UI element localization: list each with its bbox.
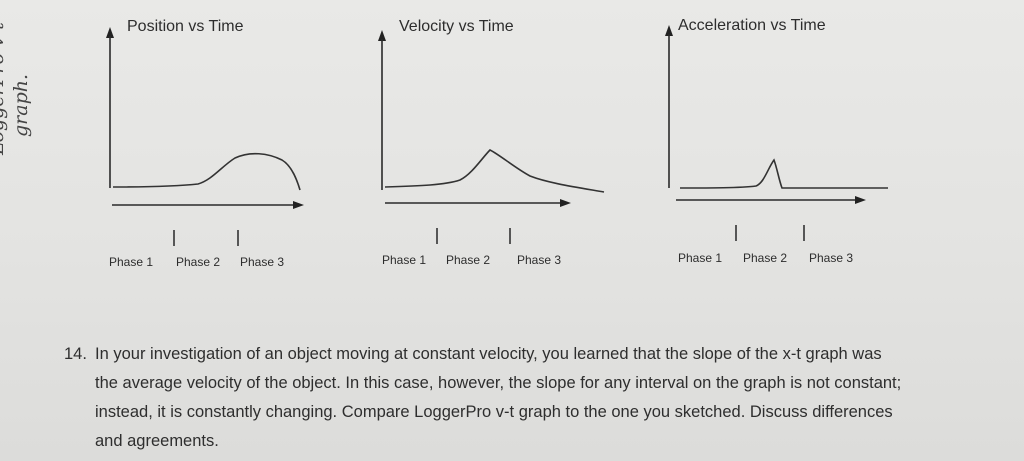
chart-title: Acceleration vs Time bbox=[678, 17, 826, 34]
phase-label-3: Phase 3 bbox=[240, 255, 285, 269]
velocity-chart-svg bbox=[378, 30, 605, 244]
phase-label-2: Phase 2 bbox=[176, 255, 221, 269]
sketched-curve bbox=[679, 158, 888, 189]
y-axis-arrowhead bbox=[106, 27, 114, 38]
y-axis-arrowhead bbox=[665, 25, 673, 36]
phase-label-1: Phase 1 bbox=[678, 251, 723, 265]
phase-label-1: Phase 1 bbox=[109, 255, 154, 269]
question-text: In your investigation of an object movin… bbox=[95, 345, 902, 450]
chart-title: Position vs Time bbox=[127, 18, 244, 35]
acceleration-chart-svg bbox=[665, 25, 888, 241]
phase-label-2: Phase 2 bbox=[743, 251, 788, 265]
x-axis-arrowhead bbox=[560, 199, 571, 207]
position-chart-svg bbox=[106, 27, 304, 246]
question-number: 14. bbox=[64, 345, 87, 363]
y-axis-arrowhead bbox=[378, 30, 386, 41]
x-axis-arrowhead bbox=[855, 196, 866, 204]
phase-label-3: Phase 3 bbox=[517, 253, 562, 267]
phase-label-1: Phase 1 bbox=[382, 253, 427, 267]
sketched-curve bbox=[112, 152, 301, 191]
chart-title: Velocity vs Time bbox=[399, 18, 514, 35]
x-axis-arrowhead bbox=[293, 201, 304, 209]
phase-label-3: Phase 3 bbox=[809, 251, 854, 265]
question-14: 14. In your investigation of an object m… bbox=[64, 340, 904, 456]
sketched-curve bbox=[384, 149, 605, 193]
phase-label-2: Phase 2 bbox=[446, 253, 491, 267]
